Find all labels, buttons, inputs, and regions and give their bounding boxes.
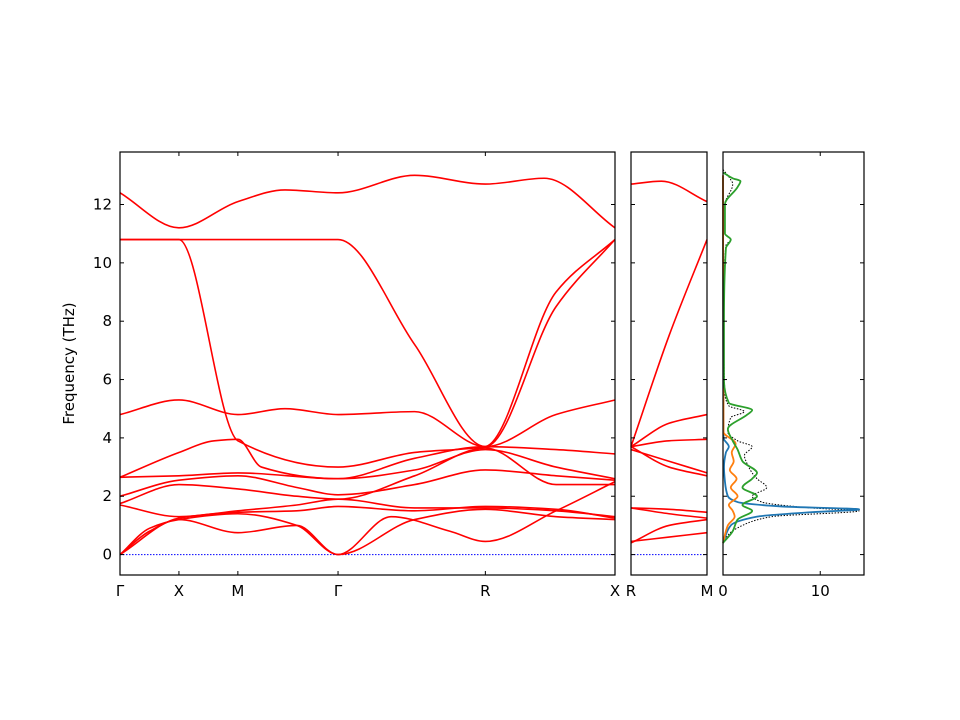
y-tick-label: 10 — [93, 254, 112, 272]
y-tick-label: 4 — [102, 429, 112, 447]
y-axis-label: Frequency (THz) — [60, 302, 78, 424]
phonon-band — [119, 469, 616, 498]
x-tick-label: R — [626, 582, 636, 600]
x-tick-label: M — [701, 582, 714, 600]
y-axis-label-text: Frequency (THz) — [60, 302, 78, 424]
y-tick-label: 8 — [102, 312, 112, 330]
dos-curve — [722, 175, 861, 544]
x-tick-label: X — [610, 582, 620, 600]
phonon-band — [630, 413, 708, 448]
phonon-band — [119, 174, 616, 229]
phonon-band — [630, 438, 708, 448]
axes-frame — [630, 151, 708, 576]
phonon-band — [119, 438, 616, 480]
phonon-band — [630, 531, 708, 543]
y-tick-label: 12 — [93, 196, 112, 214]
x-tick-label: R — [480, 582, 490, 600]
x-tick-label: Γ — [334, 582, 343, 600]
dos-panel: 0 10 — [718, 151, 865, 600]
phonon-band — [119, 399, 616, 448]
phonon-band — [120, 238, 616, 468]
dos-curve — [722, 171, 758, 544]
x-tick-label: 0 — [718, 582, 728, 600]
phonon-band — [630, 445, 708, 477]
axes-frame — [119, 151, 616, 576]
phonon-band — [119, 505, 616, 556]
phonon-band — [119, 448, 616, 480]
x-tick-label: 10 — [811, 582, 830, 600]
phonon-band — [630, 239, 708, 447]
phonon-band — [630, 507, 708, 519]
x-tick-label: X — [174, 582, 184, 600]
dos-curve — [722, 175, 739, 544]
y-tick-label: 0 — [102, 546, 112, 564]
phonon-band — [630, 180, 708, 203]
y-tick-label: 6 — [102, 371, 112, 389]
x-tick-label: Γ — [116, 582, 125, 600]
band-structure-panel: 0 2 4 6 8 10 12 Γ X M Γ R X — [93, 151, 620, 600]
y-tick-label: 2 — [102, 487, 112, 505]
phonon-band — [119, 480, 616, 556]
x-tick-label: M — [231, 582, 244, 600]
phonon-band — [120, 238, 616, 448]
axes-frame — [722, 151, 865, 576]
phonon-band — [630, 518, 708, 544]
phonon-band — [119, 447, 615, 505]
phonon-band — [630, 507, 708, 514]
